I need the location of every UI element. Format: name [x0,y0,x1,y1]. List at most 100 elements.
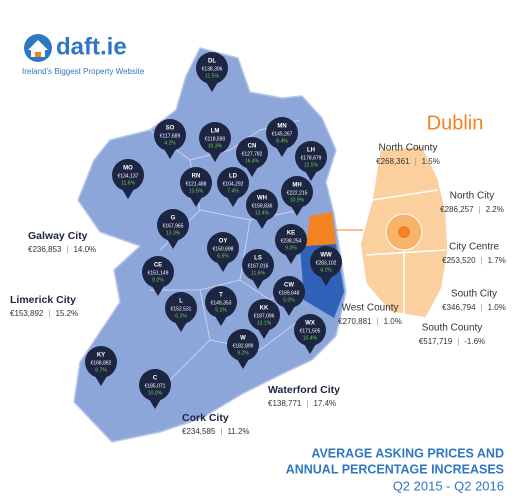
county-code: MH [292,183,301,189]
pin-tail [95,376,107,386]
county-price: €171,505 [300,328,321,334]
pin-body [196,52,228,84]
county-code: WX [305,321,315,327]
county-price: €222,215 [287,190,308,196]
pin-body [295,141,327,173]
pin-tail [246,167,258,177]
area-price: €270,881 [338,317,372,326]
pin-tail [217,262,229,272]
county-code: SO [166,126,175,132]
separator: | [220,427,222,436]
area-price: €236,853 [28,245,62,254]
county-change: 13.5% [189,188,204,194]
county-price: €121,488 [186,181,207,187]
county-price: €149,353 [211,300,232,306]
pin-body [236,137,268,169]
pin-body [199,122,231,154]
pin-body [227,329,259,361]
county-change: 11.5% [205,73,219,79]
pin-tail [206,82,218,92]
area-label: Cork City €234,585 | 11.2% [182,412,250,436]
county-change: 0.2% [152,277,164,283]
area-values: €286,257 | 2.2% [440,205,504,214]
pin-tail [304,344,316,354]
county-change: 6.2% [175,313,187,319]
city-centre-shape [398,226,410,238]
pin-body [154,119,186,151]
separator: | [377,317,379,326]
logo: daft.ie Ireland's Biggest Property Websi… [22,33,145,76]
county-code: KY [97,353,105,359]
area-label: City Centre €253,520 | 1.7% [442,242,506,265]
area-label: West County €270,881 | 1.0% [338,303,402,326]
area-price: €153,892 [10,309,44,318]
area-name: South County [422,323,483,334]
pin-body [246,189,278,221]
county-price: €159,836 [252,203,273,209]
county-price: €169,648 [279,290,300,296]
county-change: 4.1% [320,267,332,273]
labels: Galway City €236,853 | 14.0% Limerick City €1… [10,143,506,436]
separator: | [481,256,483,265]
pin-body [139,369,171,401]
pin-tail [283,306,295,316]
county-change: 11.6% [121,180,135,186]
area-values: €138,771 | 17.4% [268,399,336,408]
county-change: 10.0% [148,390,163,396]
county-code: MN [277,124,286,130]
area-values: €517,719 | -1.6% [419,337,485,346]
separator: | [66,245,68,254]
county-price: €138,306 [202,66,223,72]
county-code: LD [229,174,238,180]
area-values: €346,794 | 1.0% [442,303,506,312]
county-change: 7.4% [227,188,239,194]
dublin-title: Dublin [427,112,484,134]
area-price: €253,520 [442,256,476,265]
county-change: 8.4% [276,138,288,144]
pin-body [273,276,305,308]
county-price: €152,531 [171,306,192,312]
county-code: CE [154,263,162,269]
separator: | [415,157,417,166]
area-change: 11.2% [227,427,249,436]
area-change: 17.4% [313,399,336,408]
pin-tail [320,276,332,286]
pin-body [165,292,197,324]
area-price: €346,794 [442,303,476,312]
county-code: G [171,216,176,222]
pin-tail [164,149,176,159]
county-price: €167,016 [248,263,269,269]
county-change: 16.4% [245,158,260,164]
county-code: CW [284,283,294,289]
area-values: €270,881 | 1.0% [338,317,402,326]
area-name: West County [341,303,398,314]
pin-tail [276,147,288,157]
county-change: 5.0% [283,297,295,303]
county-price: €185,071 [145,383,166,389]
area-price: €138,771 [268,399,302,408]
area-label: South County €517,719 | -1.6% [419,323,485,346]
county-change: 13.4% [255,210,270,216]
pin-body [157,209,189,241]
area-change: 15.2% [55,309,78,318]
pin-tail [252,279,264,289]
county-price: €134,137 [118,173,139,179]
pin-tail [227,197,239,207]
area-change: 2.2% [486,205,504,214]
county-code: W [240,336,246,342]
county-price: €145,267 [272,131,293,137]
county-code: LS [254,256,262,262]
logo-door [35,52,41,57]
county-price: €187,096 [254,313,275,319]
